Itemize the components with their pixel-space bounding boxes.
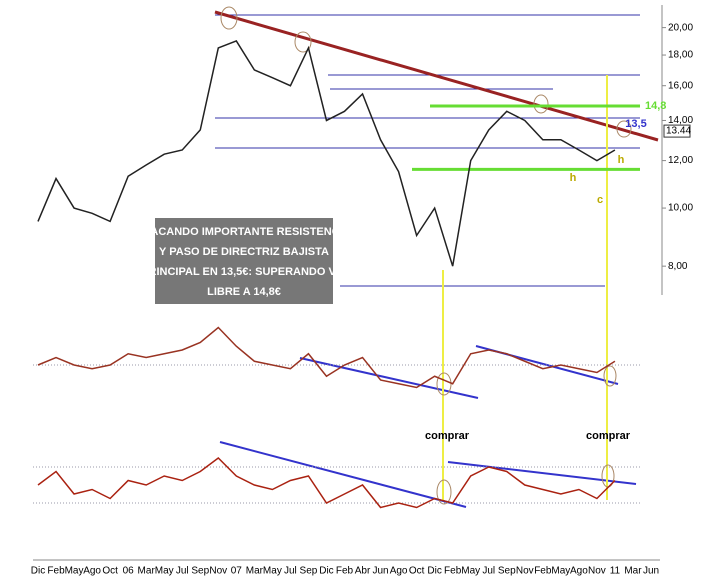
annotation: comprar: [425, 430, 470, 442]
x-tick-label: Sep: [300, 566, 318, 577]
y-tick-label: 16,00: [668, 80, 693, 91]
x-tick-label: Oct: [102, 566, 118, 577]
x-tick-label: Feb: [336, 566, 354, 577]
signal-lines: [442, 75, 608, 500]
x-tick-label: Jun: [643, 566, 659, 577]
text-box-line: Y PASO DE DIRECTRIZ BAJISTA: [159, 246, 329, 258]
annotation: comprar: [586, 430, 631, 442]
trend-line: [214, 10, 659, 142]
x-tick-label: Dic: [319, 566, 333, 577]
text-box: [155, 218, 333, 304]
annotation: h: [570, 172, 577, 184]
x-tick-label: Nov: [588, 566, 606, 577]
x-tick-label: Ago: [570, 566, 588, 577]
x-tick-label: May: [461, 566, 480, 577]
x-tick-label: May: [263, 566, 282, 577]
x-tick-label: May: [551, 566, 570, 577]
annotation: 13,5: [625, 118, 646, 130]
x-tick-label: May: [65, 566, 84, 577]
x-tick-label: Oct: [409, 566, 425, 577]
series-line: [37, 457, 616, 509]
text-box-line: ATACANDO IMPORTANTE RESISTENCIA: [137, 226, 350, 238]
x-tick-label: Abr: [355, 566, 371, 577]
series-line: [37, 326, 616, 389]
y-tick-label: 18,00: [668, 50, 693, 61]
fib-lines: [215, 14, 640, 287]
x-tick-label: Dic: [31, 566, 45, 577]
series-line: [37, 40, 616, 267]
text-box-line: PRINCIPAL EN 13,5€: SUPERANDO VÍA: [141, 265, 347, 278]
x-tick-label: Mar: [138, 566, 156, 577]
x-tick-label: Jul: [482, 566, 495, 577]
y-tick-label: 8,00: [668, 261, 688, 272]
x-tick-label: Jun: [372, 566, 388, 577]
x-tick-label: Jul: [176, 566, 189, 577]
x-tick-label: Feb: [444, 566, 462, 577]
highlight-ellipses: [220, 6, 632, 505]
x-tick-label: Ago: [83, 566, 101, 577]
x-tick-label: Nov: [209, 566, 227, 577]
x-tick-label: Jul: [284, 566, 297, 577]
annotation: h: [618, 154, 625, 166]
y-tick-label: 14,00: [668, 115, 693, 126]
last-price-label: 13.44: [666, 126, 691, 137]
x-tick-label: Dic: [427, 566, 441, 577]
x-tick-label: May: [155, 566, 174, 577]
x-tick-label: Sep: [498, 566, 516, 577]
x-tick-label: 06: [123, 566, 135, 577]
x-tick-label: Feb: [534, 566, 552, 577]
x-tick-label: Feb: [47, 566, 65, 577]
x-tick-label: 07: [231, 566, 243, 577]
x-tick-label: Mar: [246, 566, 264, 577]
y-tick-label: 20,00: [668, 22, 693, 33]
x-tick-label: Nov: [516, 566, 534, 577]
x-tick-label: Sep: [191, 566, 209, 577]
x-tick-label: Mar: [624, 566, 642, 577]
text-box-line: LIBRE A 14,8€: [207, 286, 281, 298]
y-tick-label: 12,00: [668, 155, 693, 166]
annotation: c: [597, 194, 603, 206]
level-label: 14,8: [645, 100, 666, 112]
y-tick-label: 10,00: [668, 203, 693, 214]
x-tick-label: Ago: [390, 566, 408, 577]
x-tick-label: 11: [610, 566, 621, 577]
last-price-tag: [663, 124, 691, 138]
